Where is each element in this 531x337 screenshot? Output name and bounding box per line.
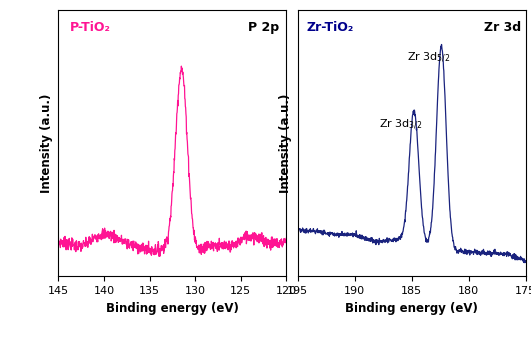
Y-axis label: Intensity (a.u.): Intensity (a.u.) <box>40 94 53 193</box>
X-axis label: Binding energy (eV): Binding energy (eV) <box>345 302 478 315</box>
Text: Zr-TiO₂: Zr-TiO₂ <box>307 21 354 34</box>
Y-axis label: Intensity (a.u.): Intensity (a.u.) <box>279 94 292 193</box>
X-axis label: Binding energy (eV): Binding energy (eV) <box>106 302 239 315</box>
Text: P-TiO₂: P-TiO₂ <box>70 21 110 34</box>
Text: Zr 3d: Zr 3d <box>484 21 521 34</box>
Text: Zr 3d$_{5/2}$: Zr 3d$_{5/2}$ <box>407 51 450 65</box>
Text: Zr 3d$_{3/2}$: Zr 3d$_{3/2}$ <box>379 117 422 131</box>
Text: P 2p: P 2p <box>249 21 279 34</box>
